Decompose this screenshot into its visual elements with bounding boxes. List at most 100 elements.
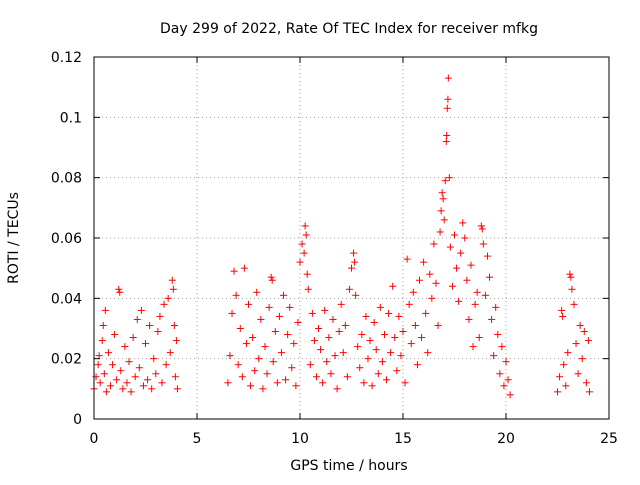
data-point (504, 376, 512, 384)
data-point (125, 358, 133, 366)
data-point (121, 343, 129, 351)
data-point (265, 303, 273, 311)
data-point (461, 234, 469, 242)
data-point (348, 264, 355, 272)
x-tick-label: 15 (394, 431, 412, 447)
data-point (403, 255, 411, 263)
data-point (368, 382, 376, 390)
data-point (490, 352, 498, 360)
data-point (106, 382, 114, 390)
data-point (432, 279, 440, 287)
data-point (267, 273, 275, 281)
data-point (228, 309, 236, 317)
data-point (290, 340, 298, 348)
data-point (148, 385, 156, 393)
data-point (164, 294, 172, 302)
data-point (500, 382, 508, 390)
data-point (437, 207, 445, 215)
data-point (271, 328, 279, 336)
data-point (457, 249, 465, 257)
data-point (169, 285, 177, 293)
data-point (304, 285, 312, 293)
data-point (463, 276, 471, 284)
data-point (301, 222, 309, 230)
data-point (350, 249, 358, 257)
data-point (158, 379, 166, 387)
data-point (380, 331, 388, 339)
data-point (240, 264, 248, 272)
data-point (119, 385, 127, 393)
data-point (439, 195, 447, 203)
x-tick-label: 25 (600, 431, 618, 447)
data-point (506, 391, 514, 399)
data-point (473, 288, 481, 296)
data-point (104, 349, 112, 357)
data-point (443, 131, 451, 139)
data-point (253, 288, 261, 296)
data-point (418, 334, 426, 342)
data-point (387, 349, 395, 357)
data-point (448, 282, 456, 290)
data-point (123, 379, 131, 387)
data-point (139, 382, 147, 390)
y-tick-label: 0.06 (51, 231, 82, 247)
data-point (345, 285, 353, 293)
data-point (481, 291, 489, 299)
data-point (372, 346, 380, 354)
data-point (280, 291, 288, 299)
data-point (558, 306, 566, 314)
y-tick-label: 0.04 (51, 291, 82, 307)
data-point (356, 364, 364, 372)
data-point (282, 376, 290, 384)
data-point (477, 222, 485, 230)
data-point (409, 288, 417, 296)
data-point (263, 370, 271, 378)
data-point (469, 343, 477, 351)
data-point (494, 331, 502, 339)
data-point (321, 306, 329, 314)
data-point (451, 231, 458, 239)
data-point (445, 174, 453, 182)
data-point (137, 306, 145, 314)
data-point (242, 340, 250, 348)
data-point (115, 285, 123, 293)
data-point (329, 315, 337, 323)
data-point (102, 388, 110, 396)
data-point (407, 340, 415, 348)
data-point (152, 370, 160, 378)
data-point (327, 370, 335, 378)
data-point (465, 315, 473, 323)
data-point (471, 300, 479, 308)
data-point (317, 346, 325, 354)
x-tick-label: 20 (497, 431, 515, 447)
data-point (142, 340, 149, 348)
data-point (479, 240, 487, 248)
data-point (443, 104, 451, 112)
data-point (413, 361, 421, 369)
data-point (306, 361, 314, 369)
data-point (366, 337, 374, 345)
ticks-layer: 0 5 10 15 20 25 0 0.02 0.04 0.06 0.08 0.1 0.12 (51, 50, 618, 447)
data-point (362, 312, 370, 320)
data-point (568, 285, 576, 293)
data-point (94, 361, 102, 369)
data-point (302, 231, 310, 239)
data-point (310, 337, 318, 345)
data-point (562, 382, 570, 390)
data-point (315, 325, 323, 332)
data-point (411, 321, 419, 329)
data-point (556, 373, 564, 381)
data-point (554, 388, 561, 396)
data-point (101, 306, 109, 314)
data-point (300, 249, 308, 257)
data-point (354, 343, 362, 351)
data-point (440, 216, 448, 224)
data-point (397, 352, 405, 360)
data-point (255, 355, 263, 363)
y-tick-label: 0.12 (51, 50, 82, 66)
data-point (116, 288, 124, 296)
data-point (168, 276, 176, 284)
y-tick-label: 0 (73, 412, 82, 428)
data-point (150, 355, 158, 363)
data-point (294, 318, 302, 326)
